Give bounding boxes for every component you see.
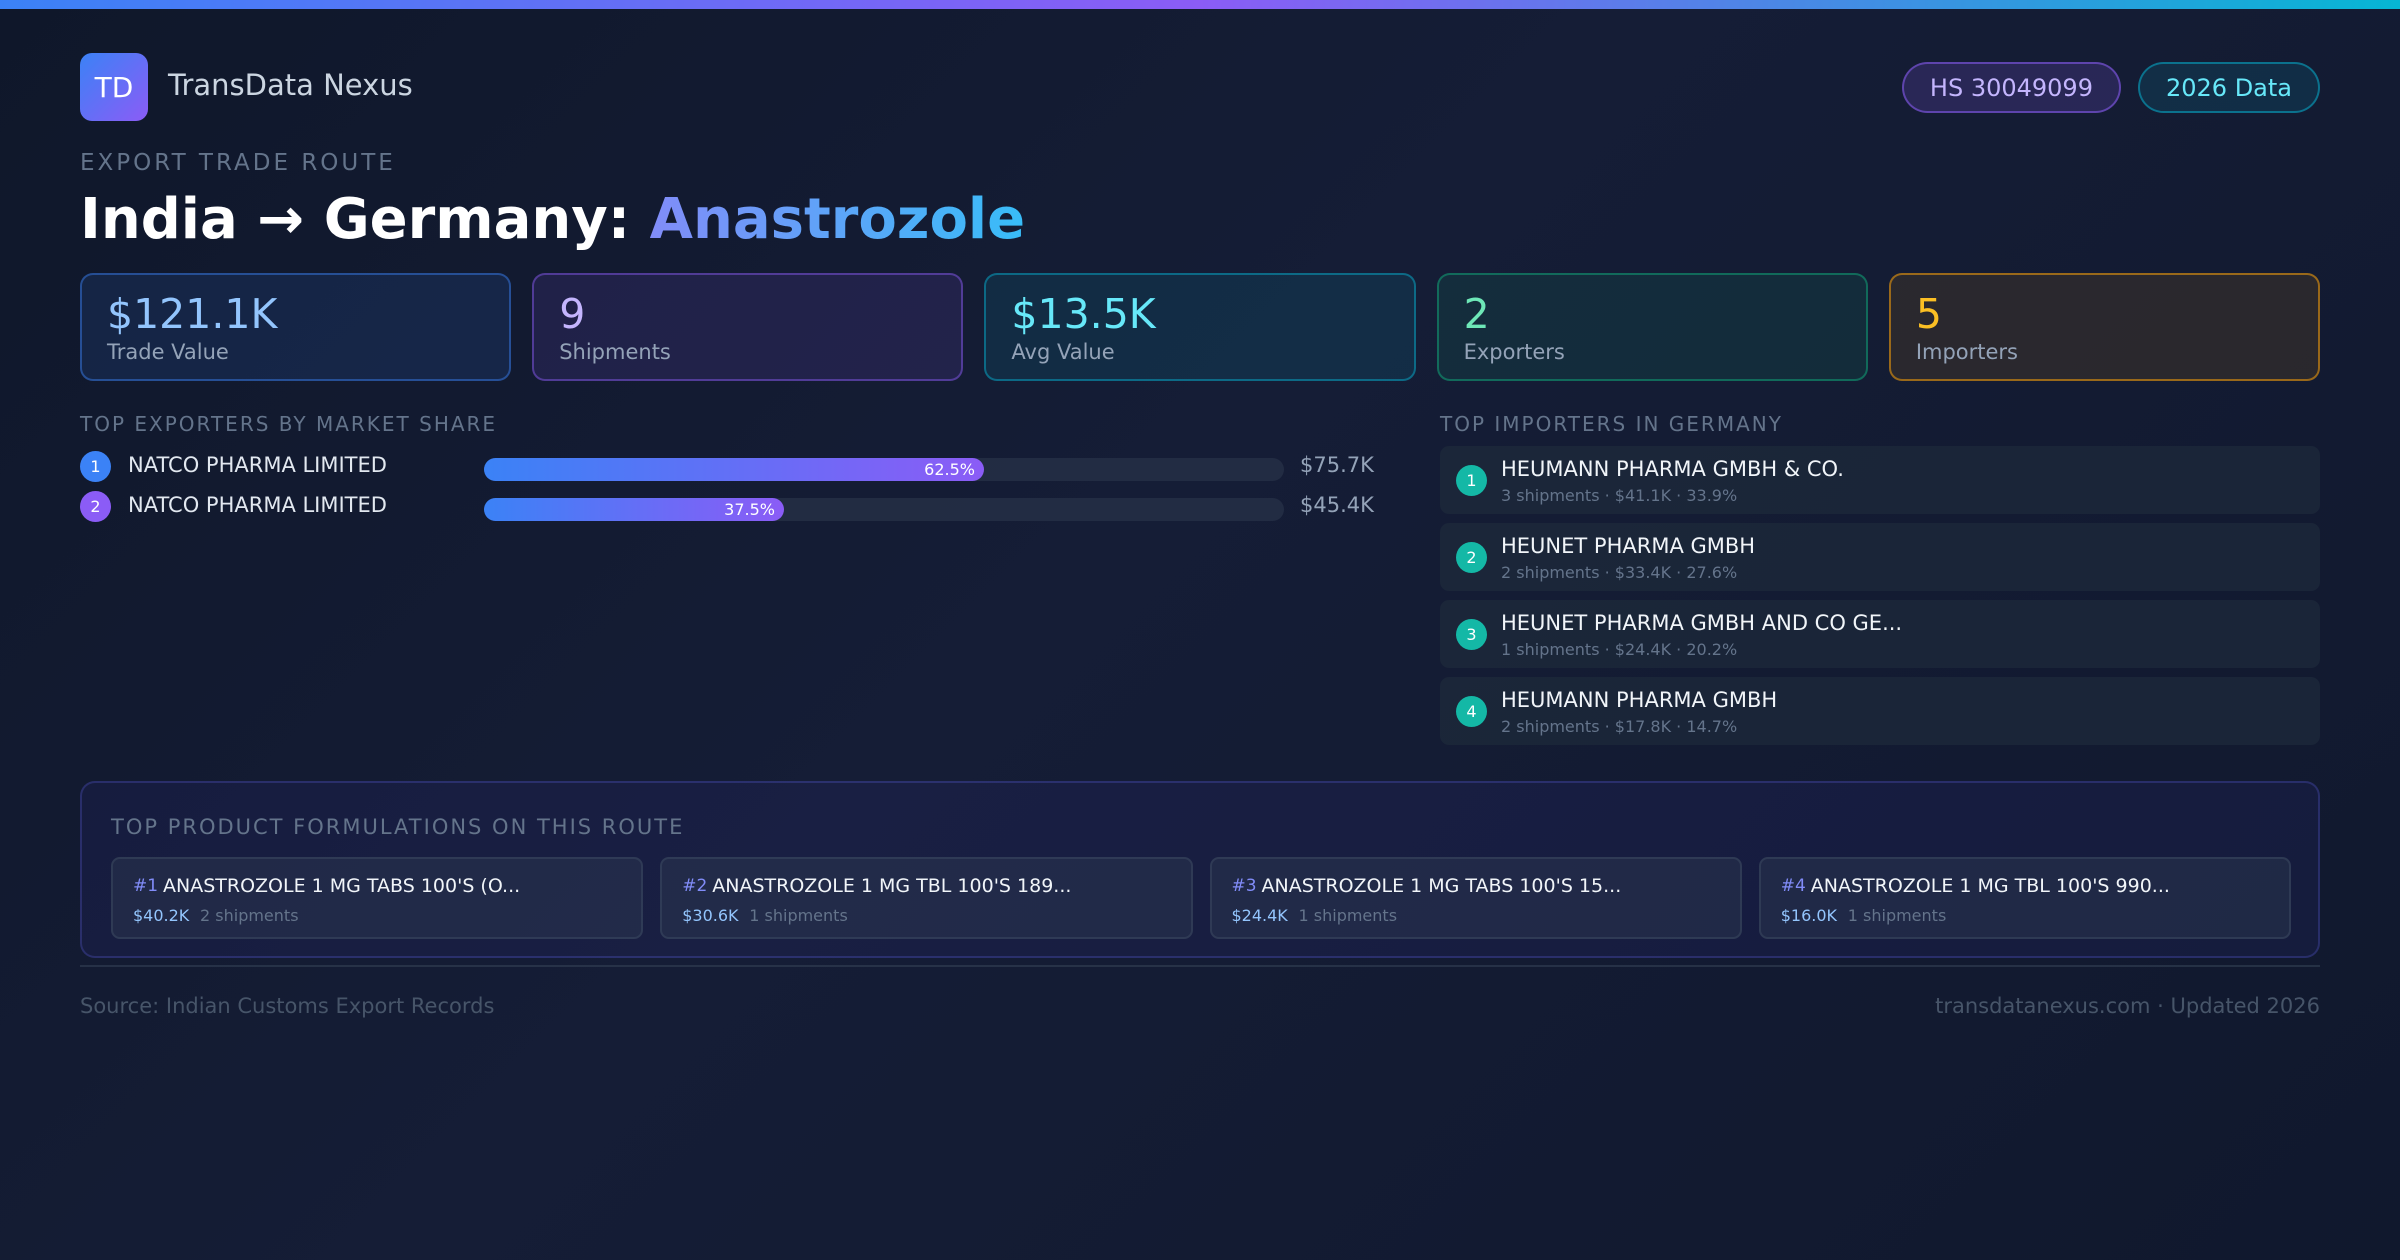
exporter-value: $75.7K <box>1300 453 1374 477</box>
rank-badge: 1 <box>80 451 111 482</box>
route-title: India → Germany: <box>80 187 650 252</box>
data-year-badge: 2026 Data <box>2137 62 2320 113</box>
share-bar-fill: 37.5% <box>484 498 784 521</box>
formulation-value: $24.4K <box>1231 906 1288 925</box>
footer-divider <box>80 965 2320 967</box>
stat-card-avg-value: $13.5K Avg Value <box>984 273 1416 381</box>
formulation-rank: #1 <box>133 876 159 896</box>
header: TD TransData Nexus HS 30049099 2026 Data <box>80 9 2320 159</box>
stat-card-trade-value: $121.1K Trade Value <box>80 273 512 381</box>
exporter-name: NATCO PHARMA LIMITED <box>128 453 387 477</box>
formulation-shipments: 2 shipments <box>200 906 299 925</box>
importer-item[interactable]: 4 HEUMANN PHARMA GMBH 2 shipments · $17.… <box>1440 677 2320 745</box>
stat-value: 5 <box>1915 290 1942 338</box>
rank-badge: 4 <box>1456 696 1487 727</box>
importer-detail: 1 shipments · $24.4K · 20.2% <box>1501 640 1738 659</box>
stat-label: Importers <box>1915 340 2019 364</box>
stat-card-exporters: 2 Exporters <box>1436 273 1868 381</box>
exporter-row[interactable]: 1 NATCO PHARMA LIMITED 62.5% $75.7K <box>80 446 1374 486</box>
stat-value: 9 <box>559 290 586 338</box>
exporter-value: $45.4K <box>1300 493 1374 517</box>
product-name: Anastrozole <box>649 187 1026 252</box>
importer-name: HEUNET PHARMA GMBH <box>1501 534 1756 558</box>
rank-badge: 2 <box>80 491 111 522</box>
formulation-shipments: 1 shipments <box>749 906 848 925</box>
importer-detail: 2 shipments · $33.4K · 27.6% <box>1501 563 1738 582</box>
share-percent: 37.5% <box>724 500 775 519</box>
formulation-name: ANASTROZOLE 1 MG TABS 100'S 15... <box>1261 875 1622 897</box>
rank-badge: 2 <box>1456 542 1487 573</box>
hs-code-badge: HS 30049099 <box>1901 62 2121 113</box>
rank-badge: 3 <box>1456 619 1487 650</box>
formulation-card[interactable]: #4 ANASTROZOLE 1 MG TBL 100'S 990... $16… <box>1758 857 2291 939</box>
formulation-value: $30.6K <box>682 906 739 925</box>
importer-item[interactable]: 3 HEUNET PHARMA GMBH AND CO GE... 1 ship… <box>1440 600 2320 668</box>
stat-label: Shipments <box>559 340 671 364</box>
brand-logo[interactable]: TD <box>80 53 148 121</box>
stat-value: 2 <box>1463 290 1490 338</box>
formulation-shipments: 1 shipments <box>1298 906 1398 925</box>
importer-name: HEUNET PHARMA GMBH AND CO GE... <box>1501 611 1903 635</box>
share-bar-fill: 62.5% <box>484 458 984 481</box>
importer-name: HEUMANN PHARMA GMBH & CO. <box>1501 457 1844 481</box>
importers-section: TOP IMPORTERS IN GERMANY 1 HEUMANN PHARM… <box>1440 412 2320 754</box>
stat-value: $121.1K <box>107 290 278 338</box>
importer-item[interactable]: 1 HEUMANN PHARMA GMBH & CO. 3 shipments … <box>1440 446 2320 514</box>
formulation-shipments: 1 shipments <box>1847 906 1947 925</box>
formulation-rank: #2 <box>682 876 708 896</box>
exporters-heading: TOP EXPORTERS BY MARKET SHARE <box>80 412 498 436</box>
formulations-panel: TOP PRODUCT FORMULATIONS ON THIS ROUTE #… <box>80 781 2320 958</box>
formulation-name: ANASTROZOLE 1 MG TBL 100'S 189... <box>712 875 1072 897</box>
importer-name: HEUMANN PHARMA GMBH <box>1501 688 1778 712</box>
formulations-heading: TOP PRODUCT FORMULATIONS ON THIS ROUTE <box>111 815 685 839</box>
formulation-name: ANASTROZOLE 1 MG TABS 100'S (O... <box>163 875 521 897</box>
stat-label: Exporters <box>1463 340 1565 364</box>
formulation-value: $16.0K <box>1780 906 1838 925</box>
formulation-name: ANASTROZOLE 1 MG TBL 100'S 990... <box>1810 875 2170 897</box>
exporter-name: NATCO PHARMA LIMITED <box>128 493 387 517</box>
stat-label: Trade Value <box>107 340 229 364</box>
formulations-grid: #1 ANASTROZOLE 1 MG TABS 100'S (O... $40… <box>111 857 2291 939</box>
formulation-rank: #3 <box>1231 876 1257 896</box>
share-percent: 62.5% <box>924 460 975 479</box>
importer-item[interactable]: 2 HEUNET PHARMA GMBH 2 shipments · $33.4… <box>1440 523 2320 591</box>
footer-source: Source: Indian Customs Export Records <box>80 994 495 1018</box>
importers-heading: TOP IMPORTERS IN GERMANY <box>1440 412 1783 436</box>
exporter-row[interactable]: 2 NATCO PHARMA LIMITED 37.5% $45.4K <box>80 486 1374 526</box>
exporters-section: TOP EXPORTERS BY MARKET SHARE 1 NATCO PH… <box>80 412 1374 526</box>
route-eyebrow: EXPORT TRADE ROUTE <box>80 150 396 176</box>
formulation-card[interactable]: #3 ANASTROZOLE 1 MG TABS 100'S 15... $24… <box>1209 857 1742 939</box>
stat-card-importers: 5 Importers <box>1888 273 2321 381</box>
stat-label: Avg Value <box>1011 340 1115 364</box>
page-title: India → Germany: Anastrozole <box>80 187 1025 252</box>
header-badges: HS 30049099 2026 Data <box>1901 62 2320 113</box>
formulation-rank: #4 <box>1780 876 1806 896</box>
footer-site-link[interactable]: transdatanexus.com · Updated 2026 <box>1935 994 2320 1018</box>
accent-top-bar <box>0 0 2400 9</box>
brand-name[interactable]: TransData Nexus <box>168 68 413 102</box>
importer-detail: 3 shipments · $41.1K · 33.9% <box>1501 486 1738 505</box>
rank-badge: 1 <box>1456 465 1487 496</box>
importer-detail: 2 shipments · $17.8K · 14.7% <box>1501 717 1738 736</box>
stat-value: $13.5K <box>1011 290 1156 338</box>
formulation-card[interactable]: #1 ANASTROZOLE 1 MG TABS 100'S (O... $40… <box>111 857 644 939</box>
stat-card-shipments: 9 Shipments <box>532 273 964 381</box>
formulation-value: $40.2K <box>133 906 190 925</box>
page-content: TD TransData Nexus HS 30049099 2026 Data… <box>80 9 2321 1018</box>
stat-cards: $121.1K Trade Value 9 Shipments $13.5K A… <box>80 273 2321 381</box>
share-bar-track: 37.5% <box>484 498 1284 521</box>
share-bar-track: 62.5% <box>484 458 1284 481</box>
formulation-card[interactable]: #2 ANASTROZOLE 1 MG TBL 100'S 189... $30… <box>660 857 1193 939</box>
